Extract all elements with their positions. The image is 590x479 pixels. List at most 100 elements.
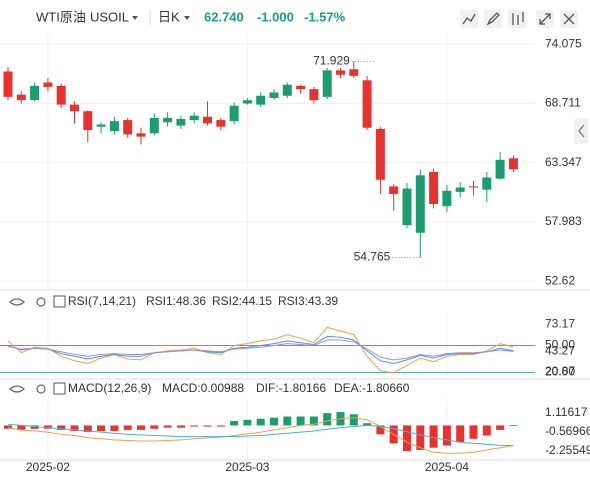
- macd-bar: [123, 425, 132, 430]
- macd-bar: [442, 425, 451, 446]
- gear-icon[interactable]: [36, 297, 46, 307]
- macd-bar: [256, 418, 265, 426]
- type-icon: [512, 12, 524, 25]
- macd-line: [7, 417, 514, 454]
- candle-body: [282, 84, 292, 96]
- macd-bar: [216, 425, 225, 427]
- macd-bar: [17, 425, 26, 430]
- legend-entry: RSI2:44.15: [212, 294, 272, 308]
- period[interactable]: 日K: [158, 9, 180, 24]
- legend-entry: MACD:0.00988: [162, 381, 244, 395]
- candle-body: [322, 70, 332, 97]
- macd-bar: [110, 425, 119, 432]
- macd-bar: [482, 425, 491, 436]
- symbol[interactable]: WTI原油: [36, 9, 86, 24]
- macd-bar: [150, 425, 159, 429]
- y-tick-label: 20.00: [545, 365, 575, 379]
- candle-body: [70, 104, 79, 112]
- macd-bar: [97, 425, 106, 432]
- macd-bar: [203, 425, 212, 427]
- macd-bar: [456, 425, 465, 443]
- candle-body: [256, 95, 266, 105]
- macd-bar: [469, 425, 478, 439]
- candle-body: [30, 85, 40, 101]
- macd-bar: [403, 425, 411, 452]
- y-tick-label: 73.17: [545, 317, 575, 331]
- macd-title: MACD(12,26,9): [68, 381, 151, 395]
- candle-body: [415, 175, 425, 233]
- candle-body: [83, 111, 93, 131]
- checkbox[interactable]: [53, 295, 66, 308]
- candle-body: [189, 115, 199, 121]
- low-label: 54.765: [354, 250, 391, 264]
- y-tick-label: -2.25549: [545, 443, 590, 457]
- y-tick-label: 43.27: [545, 344, 575, 358]
- y-tick-label: 74.075: [545, 36, 582, 50]
- candle-body: [269, 92, 279, 98]
- candle-body: [56, 85, 66, 105]
- macd-bar: [43, 425, 52, 429]
- x-tick-label: 2025-03: [225, 460, 269, 474]
- expand-icon: [539, 13, 551, 25]
- legend-entry: DEA:-1.80660: [334, 381, 410, 395]
- candle-body: [309, 89, 319, 101]
- macd-bar: [283, 416, 292, 426]
- gear-icon[interactable]: [36, 384, 46, 394]
- candle-body: [16, 94, 26, 101]
- macd-bar: [163, 425, 172, 428]
- candle-body: [296, 85, 306, 90]
- legend-entry: DIF:-1.80166: [256, 381, 326, 395]
- candle-body: [203, 116, 212, 124]
- candle-body: [109, 121, 119, 132]
- candle-body: [43, 82, 53, 87]
- candle-body: [176, 118, 186, 126]
- scroll-icon: [578, 124, 585, 138]
- candle-body: [163, 117, 173, 123]
- candle-body: [216, 120, 226, 127]
- macd-bar: [429, 425, 438, 448]
- candle-body: [389, 186, 399, 195]
- rsi-line: [7, 326, 514, 374]
- checkbox[interactable]: [53, 382, 66, 395]
- y-tick-label: 20.87: [545, 364, 575, 378]
- dropdown-arrow[interactable]: [184, 16, 190, 20]
- y-tick-label: 57.983: [545, 214, 582, 228]
- scroll-button[interactable]: [574, 118, 588, 144]
- indicator-icon: [462, 13, 476, 25]
- macd-bar: [309, 416, 318, 426]
- macd-bar: [349, 414, 358, 426]
- eye-icon[interactable]: [9, 385, 25, 393]
- candle-body: [123, 120, 133, 135]
- macd-bar: [190, 425, 199, 427]
- dropdown-arrow[interactable]: [132, 16, 138, 20]
- candle-body: [349, 69, 359, 76]
- candle-body: [429, 171, 439, 205]
- legend-entry: RSI3:43.39: [278, 294, 338, 308]
- y-tick-label: 50.00: [545, 338, 575, 352]
- y-tick-label: -0.56966: [545, 424, 590, 438]
- macd-bar: [323, 413, 332, 426]
- macd-bar: [270, 417, 278, 426]
- draw-icon: [486, 12, 500, 26]
- candle-body: [229, 105, 239, 122]
- candle-body: [136, 133, 146, 137]
- macd-bar: [243, 419, 252, 426]
- y-tick-label: 52.62: [545, 273, 575, 287]
- change: -1.000: [257, 9, 294, 24]
- change-pct: -1.57%: [304, 9, 346, 24]
- macd-bar: [376, 425, 385, 435]
- close-icon: [563, 13, 575, 25]
- macd-bar: [416, 425, 425, 450]
- rsi-line: [7, 339, 514, 361]
- macd-bar: [4, 425, 12, 429]
- rsi-line: [7, 335, 514, 365]
- rsi-title: RSI(7,14,21): [68, 294, 136, 308]
- macd-bar: [363, 423, 372, 426]
- macd-bar: [509, 425, 518, 427]
- candle-body: [242, 100, 252, 104]
- eye-icon[interactable]: [9, 298, 25, 306]
- candle-body: [362, 80, 372, 128]
- macd-bar: [296, 416, 305, 426]
